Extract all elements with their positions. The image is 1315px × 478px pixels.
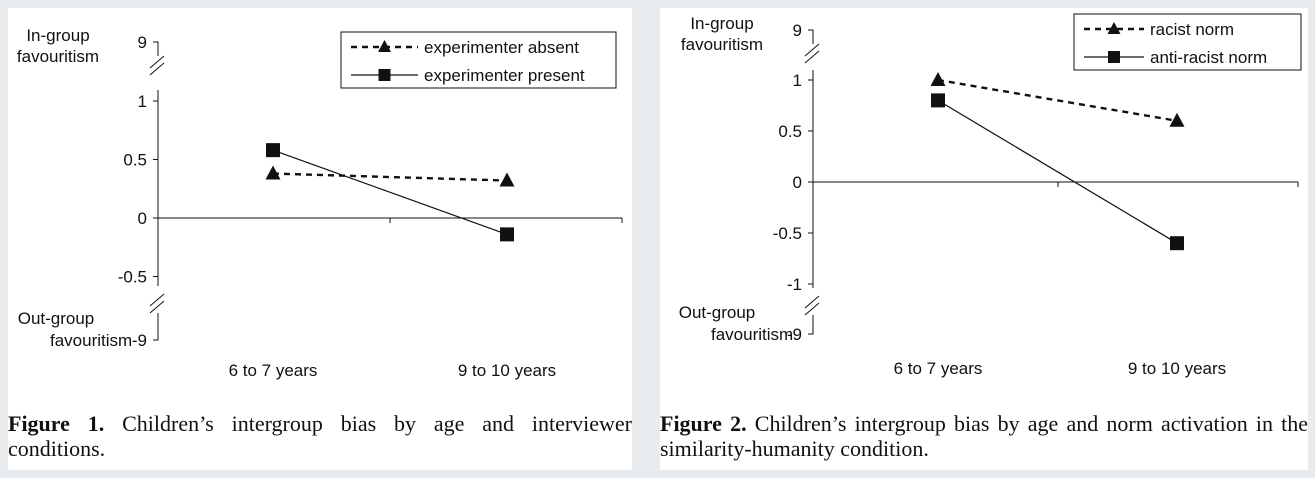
fig2-series-1-point-1 (1170, 236, 1184, 251)
fig2-series-0-line (937, 78, 1178, 122)
fig1-y-tick-label-0: 1 (138, 92, 147, 111)
fig2-y-break-mark-top-a (804, 43, 820, 57)
figure-1-caption-label: Figure 1. (8, 411, 105, 436)
fig1-y-break-mark-bottom-b (149, 300, 165, 314)
fig1-legend-label-1: experimenter present (424, 66, 585, 85)
fig1-y-break-mark-top-a (149, 55, 165, 69)
fig2-series-1-point-0 (931, 93, 945, 108)
fig1-y-axis-bottom-segment (153, 313, 159, 341)
fig2-out-group-label-line2: favouritism (711, 325, 793, 344)
fig1-x-category-label-1: 9 to 10 years (458, 361, 556, 380)
fig2-y-axis-bottom-segment (808, 315, 814, 335)
figure-2-chart: 1 0.5 0 -0.5 -1 9 -9 In-group favouritism Out-gro… (679, 13, 1302, 378)
fig1-y-break-mark-top-b (149, 62, 165, 76)
fig2-legend-swatch-marker-0 (1107, 22, 1121, 34)
fig1-legend-label-0: experimenter absent (424, 38, 579, 57)
fig1-y-break-mark-bottom-a (149, 293, 165, 307)
fig2-y-axis-top-segment (808, 29, 814, 44)
fig1-out-group-label-line2: favouritism (50, 331, 132, 350)
fig1-y-tick-label-1: 0.5 (123, 151, 147, 170)
fig2-legend-swatch-marker-1 (1108, 51, 1120, 63)
fig1-legend-swatch-marker-0 (378, 40, 391, 52)
fig1-series-0-point-1 (499, 172, 515, 187)
fig2-y-break-mark-bottom-a (804, 295, 820, 309)
figure-1-caption-text: Children’s intergroup bias by age and in… (8, 411, 633, 461)
fig1-in-group-label-line1: In-group (26, 26, 89, 45)
fig1-in-group-label-line2: favouritism (17, 47, 99, 66)
fig1-series-0-line (272, 172, 508, 182)
figure-2-caption: Figure 2. Children’s intergroup bias by … (660, 411, 1308, 461)
fig1-out-group-label-line1: Out-group (18, 309, 95, 328)
fig2-in-group-label-line1: In-group (690, 14, 753, 33)
fig2-y-tick-label-1: 0.5 (778, 122, 802, 141)
fig2-in-group-label-line2: favouritism (681, 35, 763, 54)
fig2-x-category-label-1: 9 to 10 years (1128, 359, 1226, 378)
fig2-y-break-mark-bottom-b (804, 302, 820, 316)
figure-1-caption: Figure 1. Children’s intergroup bias by … (8, 411, 632, 461)
fig1-y-tick-label-3: -0.5 (118, 268, 147, 287)
figure-1-panel: 1 0.5 0 -0.5 9 -9 In-group favouritism Out-group… (8, 8, 632, 470)
fig2-y-tick-label-3: -0.5 (773, 224, 802, 243)
fig2-y-break-bottom-label: -9 (787, 325, 802, 344)
fig1-y-break-bottom-label: -9 (132, 331, 147, 350)
figure-2-caption-text: Children’s intergroup bias by age and no… (660, 411, 1309, 461)
figure-2-caption-label: Figure 2. (660, 411, 747, 436)
figure-1-chart: 1 0.5 0 -0.5 9 -9 In-group favouritism Out-group… (17, 26, 623, 380)
fig2-y-tick-label-2: 0 (793, 173, 802, 192)
fig2-series-1-line (937, 99, 1178, 244)
fig2-y-tick-label-0: 1 (793, 71, 802, 90)
fig1-x-category-label-0: 6 to 7 years (229, 361, 318, 380)
fig1-series-1-point-1 (500, 227, 514, 242)
fig1-legend-box (340, 31, 617, 89)
fig1-y-axis-top-segment (153, 41, 159, 56)
fig2-y-tick-label-4: -1 (787, 275, 802, 294)
fig2-y-break-top-label: 9 (793, 21, 802, 40)
fig1-y-break-top-label: 9 (138, 33, 147, 52)
fig2-series-0-point-1 (1169, 112, 1185, 127)
fig1-series-0-point-0 (265, 165, 281, 180)
fig1-legend-swatch-marker-1 (378, 69, 391, 81)
fig2-x-category-label-0: 6 to 7 years (894, 359, 983, 378)
fig1-series-1-point-0 (266, 143, 280, 158)
fig2-y-break-mark-top-b (804, 50, 820, 64)
fig2-legend-label-0: racist norm (1150, 20, 1234, 39)
fig2-series-0-point-0 (930, 72, 946, 86)
fig2-out-group-label-line1: Out-group (679, 303, 756, 322)
fig2-legend-label-1: anti-racist norm (1150, 48, 1267, 67)
figure-2-panel: 1 0.5 0 -0.5 -1 9 -9 In-group favouritism Out-gro… (660, 8, 1308, 470)
fig1-y-tick-label-2: 0 (138, 209, 147, 228)
fig1-series-1-line (272, 149, 508, 235)
